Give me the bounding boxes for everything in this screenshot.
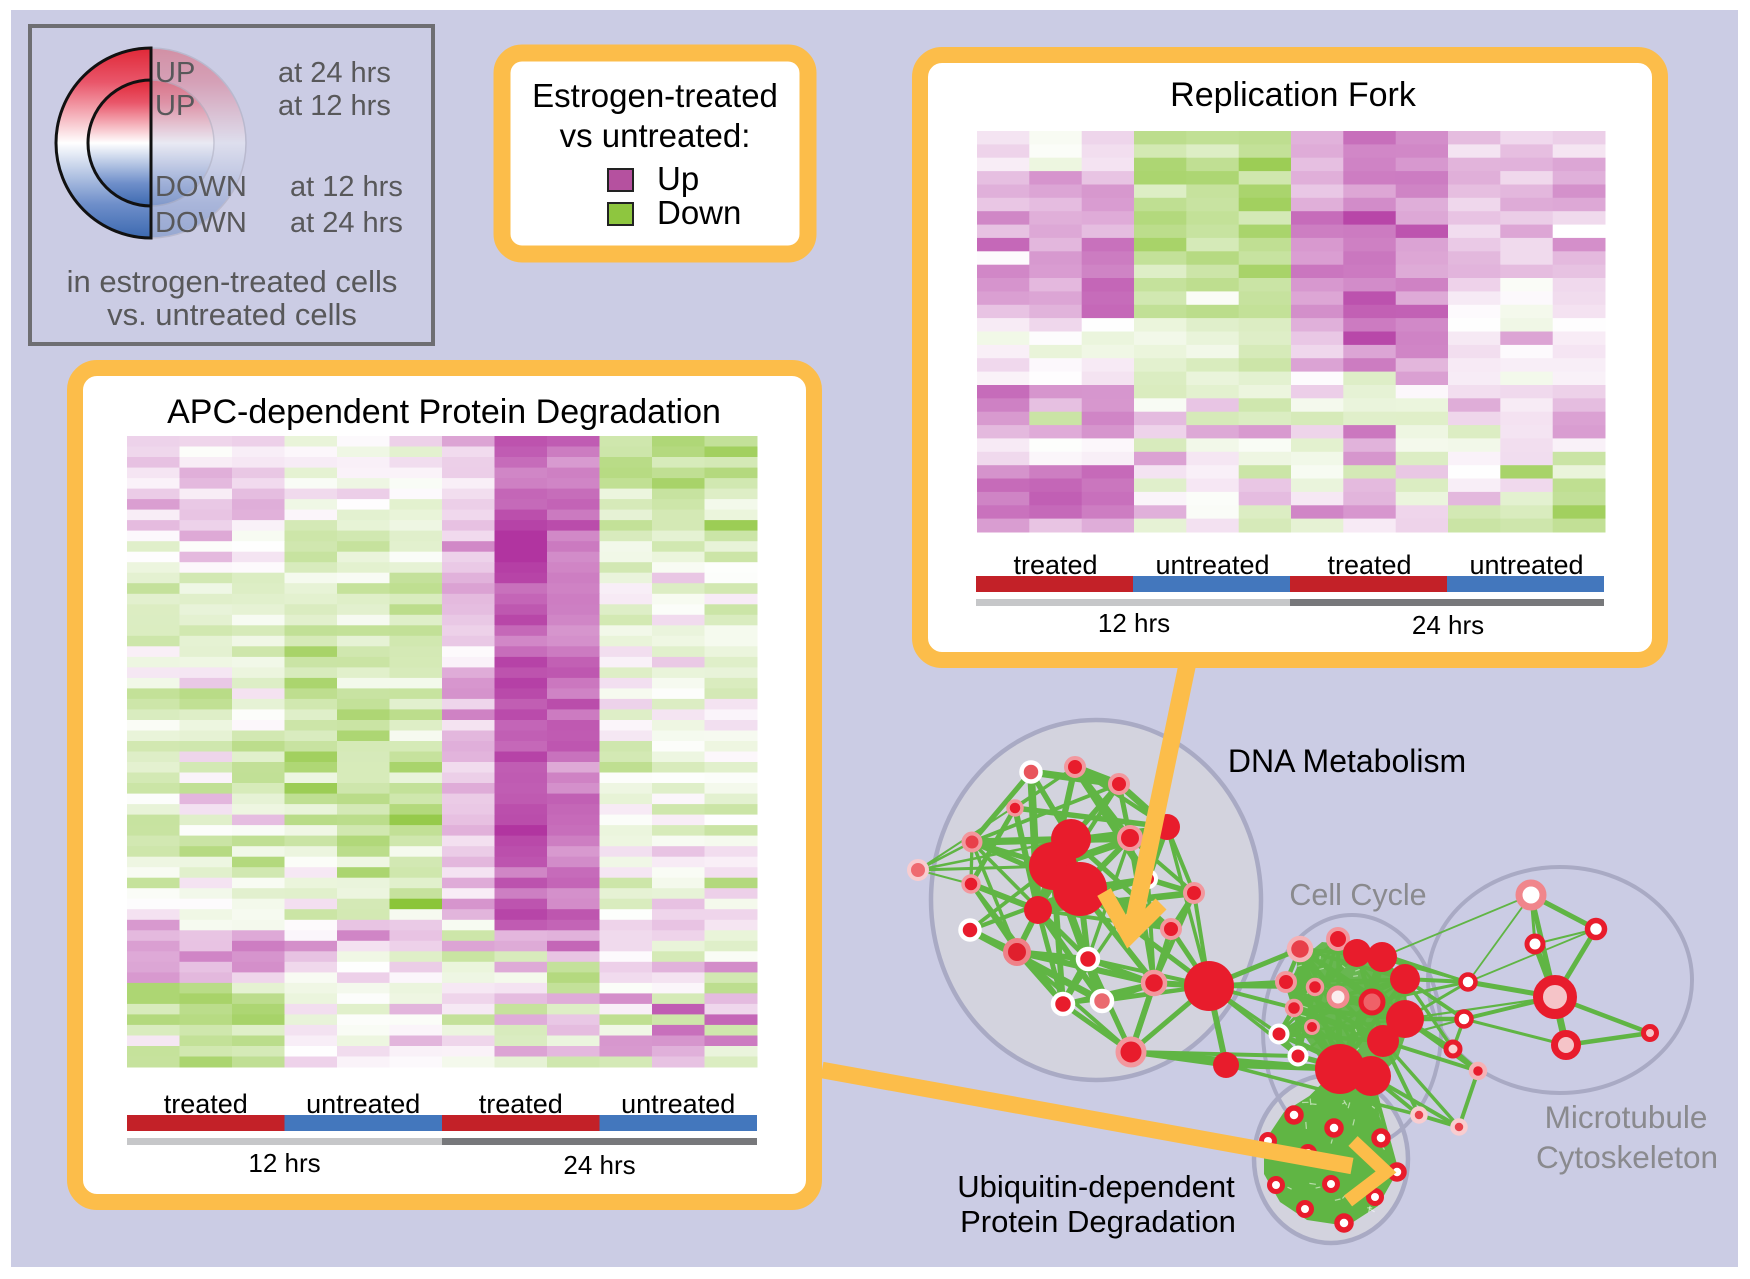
svg-text:treated: treated (164, 1089, 248, 1119)
svg-text:Up: Up (657, 160, 699, 197)
svg-text:Down: Down (657, 194, 741, 231)
svg-text:APC-dependent Protein Degradat: APC-dependent Protein Degradation (167, 393, 721, 431)
svg-text:at 24 hrs: at 24 hrs (278, 57, 391, 89)
svg-text:Cell Cycle: Cell Cycle (1289, 878, 1426, 912)
svg-text:Cytoskeleton: Cytoskeleton (1536, 1139, 1718, 1175)
svg-text:DNA Metabolism: DNA Metabolism (1228, 743, 1466, 779)
svg-text:DOWN: DOWN (155, 207, 247, 239)
svg-text:24 hrs: 24 hrs (1412, 610, 1484, 640)
svg-text:Replication Fork: Replication Fork (1170, 76, 1417, 114)
svg-text:in estrogen-treated cells: in estrogen-treated cells (67, 264, 398, 299)
svg-text:Ubiquitin-dependent: Ubiquitin-dependent (957, 1169, 1235, 1204)
svg-text:treated: treated (479, 1089, 563, 1119)
svg-text:Microtubule: Microtubule (1545, 1099, 1708, 1135)
svg-text:24 hrs: 24 hrs (563, 1150, 635, 1180)
svg-text:at 24 hrs: at 24 hrs (290, 207, 403, 239)
svg-text:12 hrs: 12 hrs (1098, 608, 1170, 638)
svg-text:treated: treated (1327, 550, 1411, 580)
svg-text:vs. untreated cells: vs. untreated cells (107, 297, 357, 332)
svg-text:UP: UP (155, 90, 195, 122)
svg-text:UP: UP (155, 57, 195, 89)
svg-text:untreated: untreated (306, 1089, 420, 1119)
svg-text:at 12 hrs: at 12 hrs (290, 171, 403, 203)
svg-text:Estrogen-treated: Estrogen-treated (532, 77, 778, 114)
svg-text:treated: treated (1013, 550, 1097, 580)
svg-text:vs untreated:: vs untreated: (560, 117, 751, 154)
svg-text:12 hrs: 12 hrs (248, 1148, 320, 1178)
svg-text:Protein Degradation: Protein Degradation (960, 1204, 1236, 1239)
svg-text:untreated: untreated (1155, 550, 1269, 580)
svg-text:at 12 hrs: at 12 hrs (278, 90, 391, 122)
svg-text:DOWN: DOWN (155, 171, 247, 203)
svg-text:untreated: untreated (621, 1089, 735, 1119)
svg-text:untreated: untreated (1469, 550, 1583, 580)
